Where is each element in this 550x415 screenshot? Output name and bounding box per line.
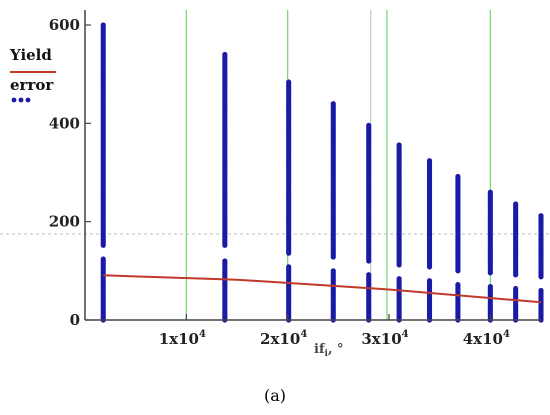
error-point: [396, 276, 402, 282]
error-point: [366, 272, 372, 278]
error-point: [487, 283, 493, 290]
x-tick-label: 2x104: [260, 329, 307, 348]
y-tick-label: 200: [49, 213, 80, 231]
error-point: [455, 173, 461, 180]
figure-caption: (a): [263, 386, 287, 405]
y-tick-label: 400: [49, 114, 80, 132]
error-point: [396, 142, 402, 148]
x-axis-label: ifi, °: [314, 342, 344, 359]
error-point: [100, 256, 106, 262]
x-tick-label: 3x104: [361, 329, 408, 348]
error-point: [426, 158, 433, 164]
legend-error-dot: [18, 97, 24, 103]
series-layer: [100, 22, 544, 323]
error-point: [330, 268, 336, 274]
legend: Yield error: [9, 46, 56, 103]
x-tick-label: 1x104: [159, 329, 206, 348]
error-point: [286, 264, 292, 270]
legend-label-error: error: [10, 76, 54, 94]
error-point: [330, 101, 336, 107]
x-tick-label: 4x104: [463, 329, 510, 348]
legend-swatch-error: [11, 97, 31, 103]
y-tick-label: 600: [49, 16, 80, 34]
error-point: [455, 282, 461, 288]
error-point: [538, 287, 544, 294]
legend-label-yield: Yield: [9, 46, 52, 64]
y-tick-label: 0: [70, 311, 80, 329]
error-point: [426, 278, 433, 284]
error-point: [222, 51, 228, 58]
grid-layer: [0, 10, 550, 320]
legend-error-dot: [11, 97, 17, 103]
error-point: [366, 122, 372, 128]
error-point: [513, 285, 519, 292]
axes-layer: 0 200 400 600 1x104 2x104 3x104 4x104: [49, 10, 541, 348]
error-point: [513, 201, 519, 207]
legend-error-dot: [25, 97, 31, 103]
error-point: [222, 258, 228, 264]
error-point: [538, 213, 544, 219]
error-point: [100, 22, 106, 28]
error-point: [286, 79, 292, 85]
yield-line: [103, 274, 542, 304]
error-point: [487, 189, 493, 195]
